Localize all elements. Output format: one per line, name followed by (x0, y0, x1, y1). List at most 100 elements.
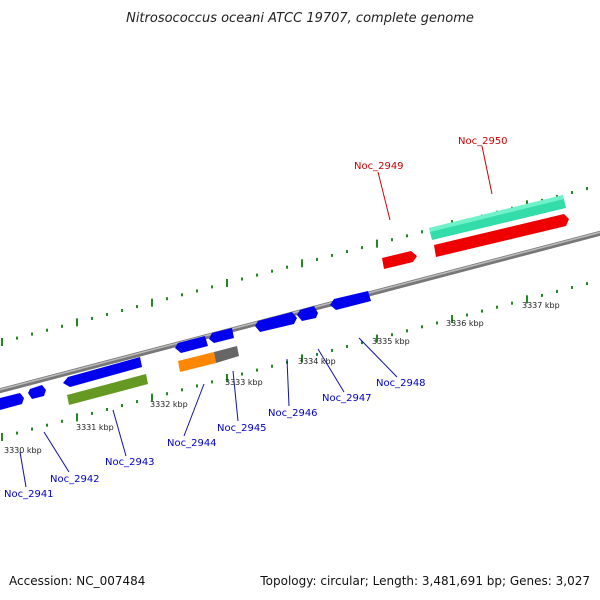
scale-tick (271, 269, 273, 273)
scale-label: 3332 kbp (150, 400, 188, 409)
gene-block-orange[interactable] (178, 352, 216, 372)
scale-tick (31, 427, 33, 431)
gene-label[interactable]: Noc_2945 (217, 423, 267, 434)
scale-tick (151, 393, 153, 402)
scale-label: 3333 kbp (225, 378, 263, 387)
scale-tick (526, 295, 528, 304)
scale-tick (451, 315, 453, 323)
label-leader-lines (19, 145, 493, 488)
scale-tick (346, 345, 348, 348)
scale-tick (286, 265, 288, 269)
scale-label: 3334 kbp (298, 357, 336, 366)
scale-tick (391, 333, 393, 337)
gene-label[interactable]: Noc_2943 (105, 457, 155, 468)
gene-arrow[interactable] (297, 306, 318, 321)
scale-label: 3335 kbp (372, 337, 410, 346)
gene-arrow[interactable] (255, 312, 297, 332)
gene-arrow[interactable] (175, 336, 208, 353)
gene-block-red[interactable] (434, 214, 569, 257)
gene-features (0, 195, 569, 410)
scale-label: 3336 kbp (446, 319, 484, 328)
scale-tick (541, 293, 543, 297)
scale-tick (406, 329, 408, 333)
map-title: Nitrosococcus oceani ATCC 19707, complet… (126, 11, 474, 26)
scale-tick (121, 309, 123, 312)
gene-label[interactable]: Noc_2944 (167, 438, 217, 449)
scale-label: 3337 kbp (522, 301, 560, 310)
scale-tick (76, 318, 78, 327)
gene-arrow[interactable] (28, 385, 46, 399)
scale-tick (16, 431, 18, 435)
scale-tick (46, 328, 48, 332)
gene-arrow[interactable] (209, 328, 234, 343)
scale-tick (241, 277, 243, 281)
gene-label[interactable]: Noc_2946 (268, 408, 318, 419)
scale-tick (376, 239, 378, 248)
gene-label[interactable]: Noc_2941 (4, 489, 54, 500)
scale-tick (331, 348, 333, 352)
scale-tick (586, 282, 588, 286)
gene-arrow[interactable] (330, 291, 371, 310)
scale-tick (301, 259, 303, 268)
scale-tick (1, 338, 3, 346)
scale-tick (31, 332, 33, 336)
scale-tick (331, 253, 333, 257)
scale-tick (1, 433, 3, 441)
scale-tick (316, 257, 318, 261)
scale-tick (271, 364, 273, 368)
scale-tick (136, 400, 138, 404)
scale-tick (301, 354, 303, 363)
gene-arrow[interactable] (63, 357, 142, 387)
scale-tick (226, 279, 228, 287)
scale-tick (241, 372, 243, 376)
gene-block-grey[interactable] (214, 346, 239, 363)
scale-tick (481, 309, 483, 313)
gene-label[interactable]: Noc_2947 (322, 393, 372, 404)
scale-tick (496, 305, 498, 309)
scale-tick (211, 285, 213, 289)
scale-tick (256, 273, 258, 277)
scale-tick (61, 419, 63, 423)
scale-tick (106, 408, 108, 411)
scale-tick (466, 313, 468, 317)
scale-tick (256, 368, 258, 372)
scale-tick (136, 305, 138, 309)
scale-tick (556, 194, 558, 198)
scale-tick (46, 423, 48, 427)
scale-tick (571, 286, 573, 289)
scale-tick (166, 297, 168, 301)
scale-tick (91, 316, 93, 320)
scale-tick (586, 187, 588, 191)
scale-tick (571, 191, 573, 194)
gene-label[interactable]: Noc_2949 (354, 161, 404, 172)
scale-tick (436, 321, 438, 325)
scale-tick (421, 325, 423, 329)
scale-labels: 3330 kbp 3331 kbp 3332 kbp 3333 kbp 3334… (4, 301, 560, 455)
scale-tick (361, 341, 363, 345)
scale-tick (151, 298, 153, 307)
scale-tick (106, 313, 108, 316)
gene-arrow-red[interactable] (382, 251, 417, 269)
gene-label[interactable]: Noc_2950 (458, 136, 508, 147)
gene-block-green[interactable] (67, 374, 148, 405)
scale-tick (511, 301, 513, 305)
gene-label[interactable]: Noc_2942 (50, 474, 100, 485)
scale-tick (91, 411, 93, 415)
gene-label[interactable]: Noc_2948 (376, 378, 426, 389)
scale-tick (391, 238, 393, 242)
scale-tick (376, 334, 378, 343)
scale-tick (181, 388, 183, 392)
genome-summary-text: Topology: circular; Length: 3,481,691 bp… (259, 574, 590, 588)
scale-tick (211, 380, 213, 384)
scale-tick (316, 352, 318, 356)
accession-text: Accession: NC_007484 (9, 574, 145, 588)
scale-tick (76, 413, 78, 422)
scale-tick (196, 289, 198, 293)
scale-tick (421, 230, 423, 234)
scale-tick (556, 289, 558, 293)
scale-tick (61, 324, 63, 328)
gene-arrow[interactable] (0, 393, 24, 410)
scale-tick (121, 404, 123, 407)
scale-tick (196, 384, 198, 388)
